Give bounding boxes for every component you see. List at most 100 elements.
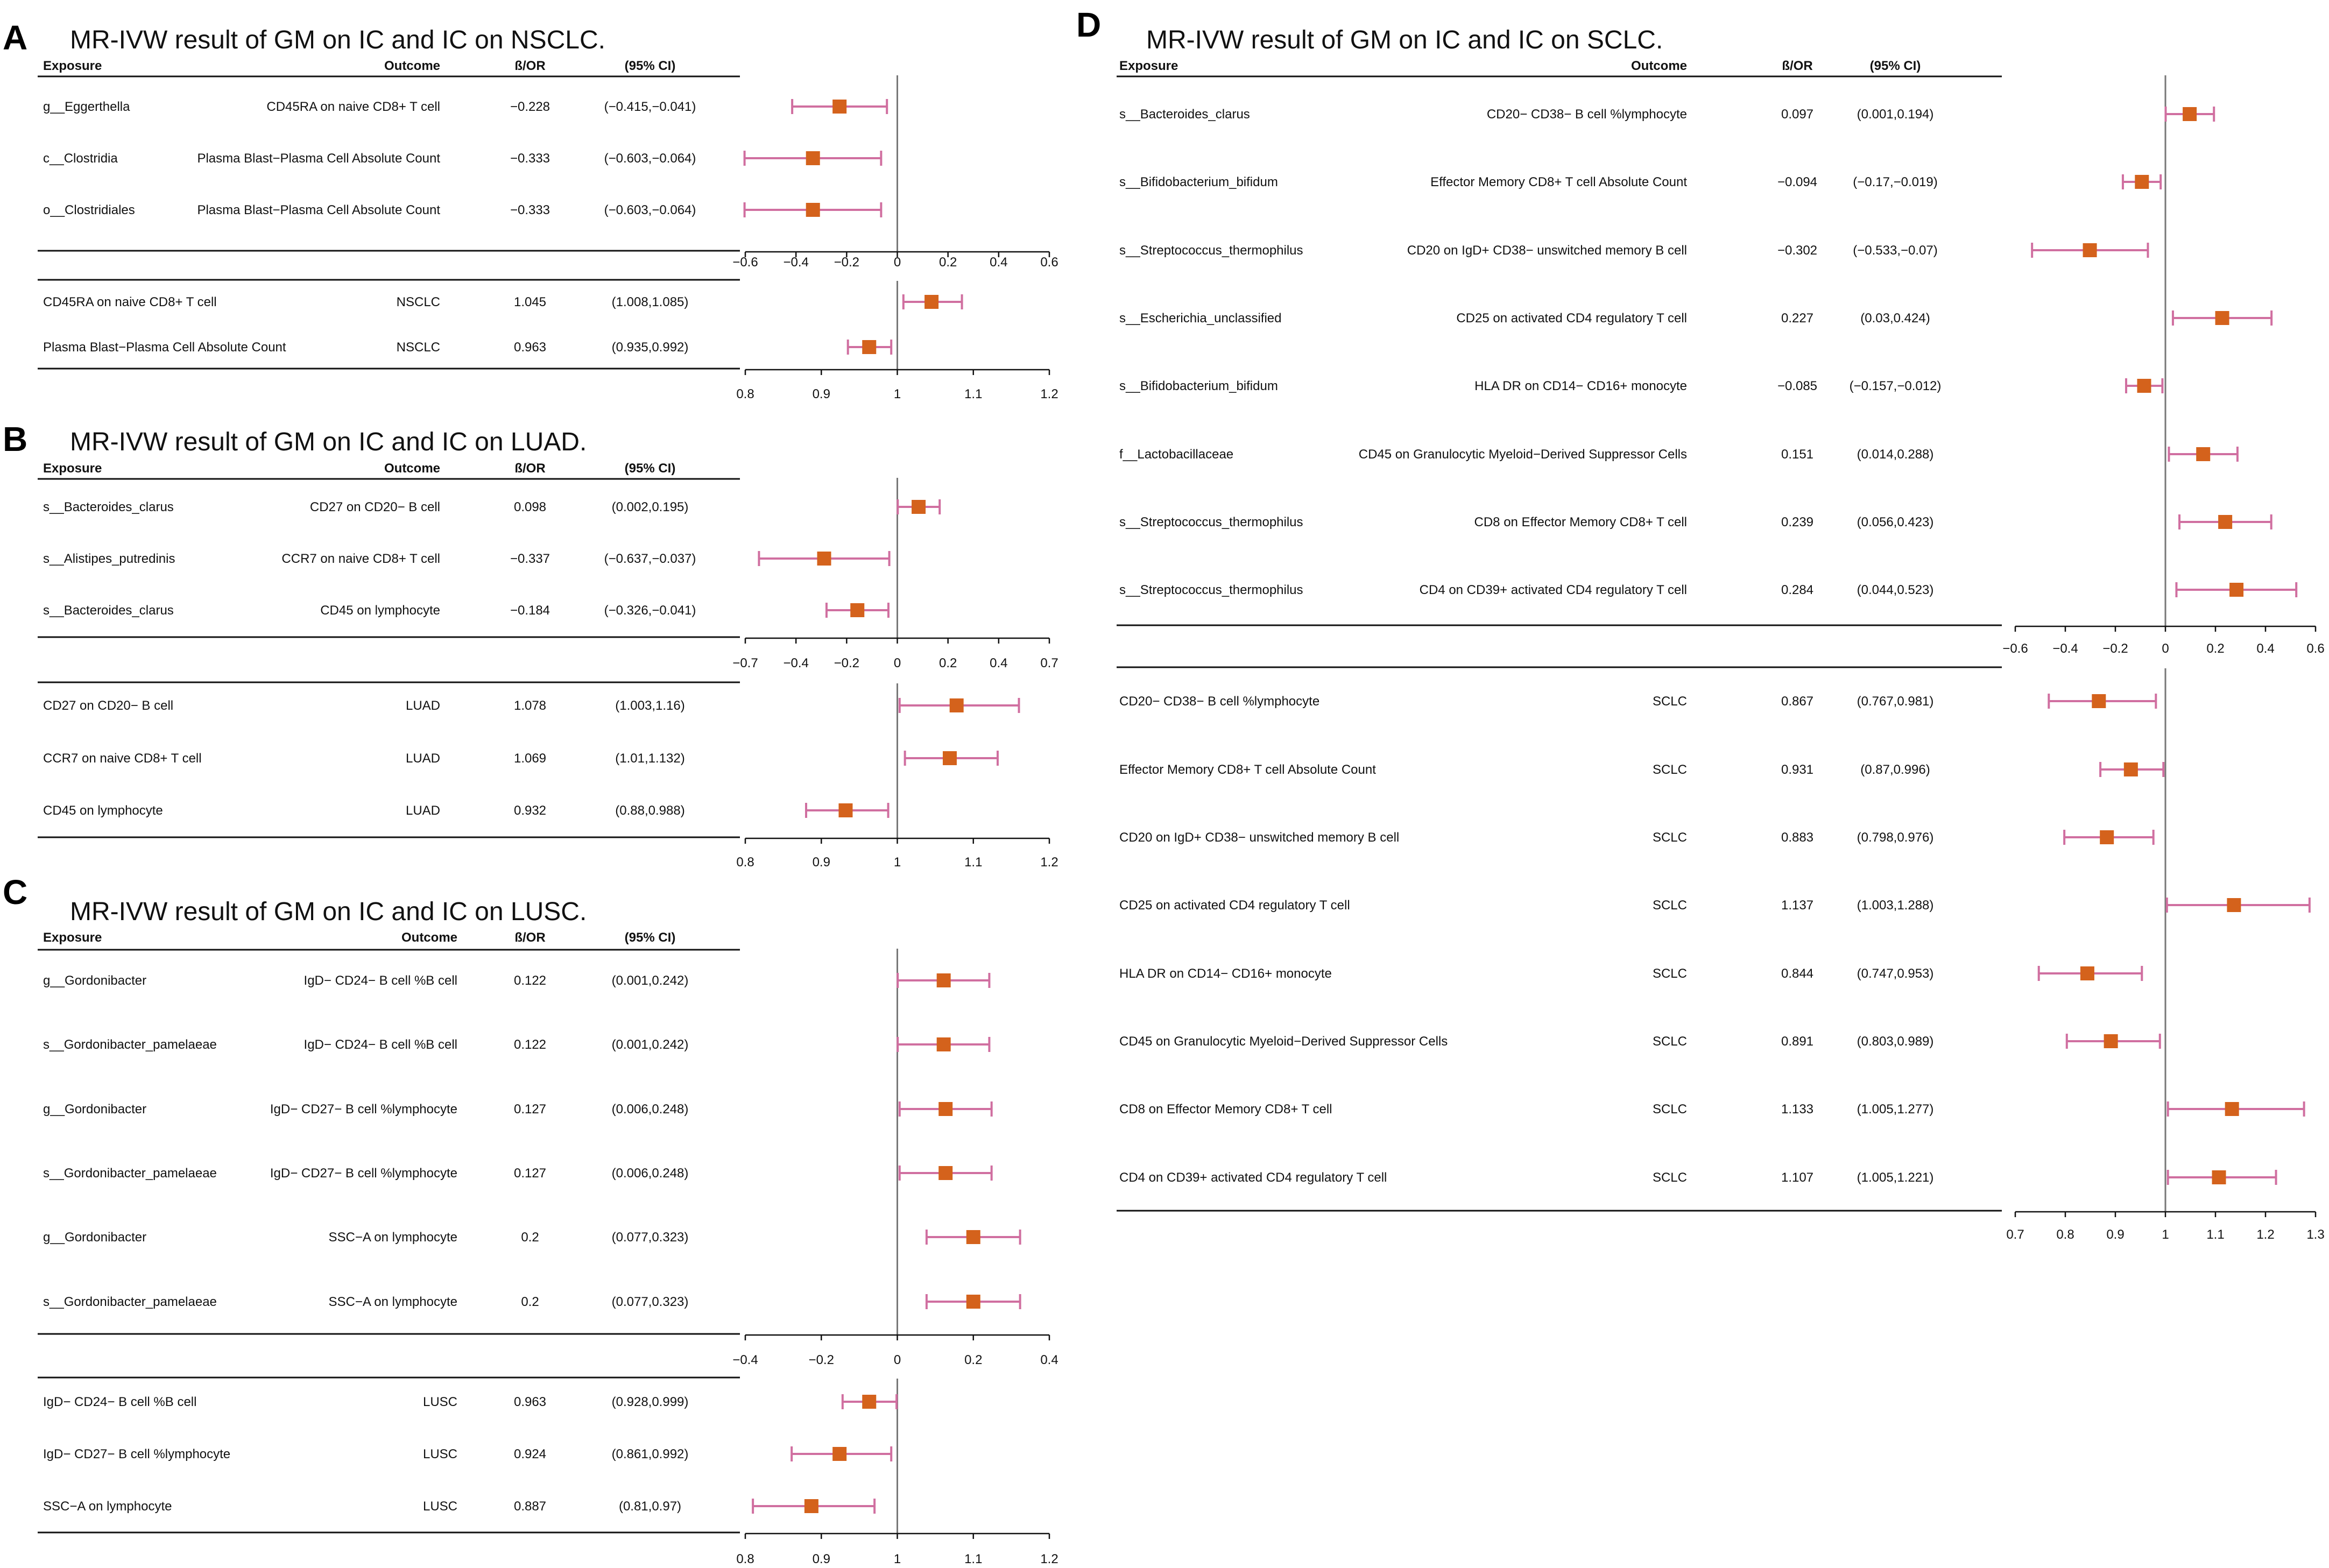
x-tick-label: 1 <box>894 387 901 401</box>
x-tick-label: 1.1 <box>964 387 982 401</box>
estimate-point <box>938 1102 953 1116</box>
estimate-cell: 0.963 <box>514 340 546 355</box>
ci-cell: (−0.415,−0.041) <box>604 100 696 114</box>
x-tick-label: 0.9 <box>813 1552 830 1566</box>
x-tick-label: 0.9 <box>813 855 830 870</box>
x-tick-label: 0.7 <box>2006 1227 2024 1242</box>
outcome-cell: SCLC <box>1653 1102 1687 1117</box>
outcome-cell: IgD− CD27− B cell %lymphocyte <box>270 1166 457 1181</box>
x-tick-label: 0 <box>894 1353 901 1367</box>
estimate-cell: 0.867 <box>1781 694 1813 709</box>
estimate-point <box>806 203 820 217</box>
estimate-point <box>832 1447 847 1461</box>
outcome-cell: SCLC <box>1653 1170 1687 1185</box>
x-tick-label: −0.6 <box>732 255 758 270</box>
x-tick-label: −0.2 <box>809 1353 834 1367</box>
outcome-cell: SCLC <box>1653 898 1687 913</box>
estimate-point <box>862 340 877 354</box>
x-tick-label: 0.2 <box>964 1353 982 1367</box>
outcome-cell: LUSC <box>423 1395 457 1409</box>
header-outcome: Outcome <box>401 930 457 945</box>
estimate-cell: −0.184 <box>510 603 550 618</box>
estimate-point <box>832 100 847 114</box>
ci-cell: (−0.603,−0.064) <box>604 151 696 166</box>
estimate-cell: 1.137 <box>1781 898 1813 913</box>
exposure-cell: CD25 on activated CD4 regulatory T cell <box>1119 898 1350 913</box>
ci-cell: (0.001,0.194) <box>1857 107 1934 122</box>
header-exposure: Exposure <box>1119 59 1178 73</box>
x-tick-label: 1.2 <box>2256 1227 2274 1242</box>
header-estimate: ß/OR <box>514 59 545 73</box>
estimate-point <box>2123 762 2138 776</box>
estimate-cell: −0.337 <box>510 552 550 566</box>
ci-cell: (−0.17,−0.019) <box>1853 175 1937 189</box>
x-tick-label: 0 <box>894 656 901 670</box>
estimate-point <box>2137 379 2151 393</box>
ci-cell: (0.798,0.976) <box>1857 830 1934 845</box>
ci-cell: (0.006,0.248) <box>612 1102 689 1117</box>
exposure-cell: CCR7 on naive CD8+ T cell <box>43 751 202 766</box>
estimate-cell: 0.151 <box>1781 447 1813 462</box>
estimate-cell: 0.127 <box>514 1166 546 1181</box>
ci-cell: (0.002,0.195) <box>612 500 689 514</box>
header-outcome: Outcome <box>384 461 440 476</box>
outcome-cell: NSCLC <box>397 340 440 355</box>
estimate-cell: 0.2 <box>521 1230 539 1245</box>
estimate-point <box>2218 515 2233 529</box>
x-tick-label: 0 <box>2162 641 2169 656</box>
estimate-point <box>2092 694 2106 708</box>
header-estimate: ß/OR <box>514 461 545 476</box>
outcome-cell: LUAD <box>406 751 440 766</box>
estimate-point <box>2229 583 2244 597</box>
x-tick-label: 0.8 <box>736 387 754 401</box>
exposure-cell: s__Gordonibacter_pamelaeae <box>43 1295 217 1309</box>
exposure-cell: CD8 on Effector Memory CD8+ T cell <box>1119 1102 1332 1117</box>
ci-cell: (−0.637,−0.037) <box>604 552 696 566</box>
estimate-cell: 0.227 <box>1781 311 1813 326</box>
estimate-point <box>2212 1170 2226 1184</box>
estimate-cell: −0.302 <box>1777 243 1817 258</box>
estimate-point <box>850 603 865 617</box>
exposure-cell: CD4 on CD39+ activated CD4 regulatory T … <box>1119 1170 1387 1185</box>
estimate-cell: 0.127 <box>514 1102 546 1117</box>
ci-cell: (−0.157,−0.012) <box>1850 379 1942 393</box>
estimate-cell: −0.085 <box>1777 379 1817 393</box>
outcome-cell: LUSC <box>423 1499 457 1514</box>
outcome-cell: Effector Memory CD8+ T cell Absolute Cou… <box>1430 175 1687 189</box>
header-ci: (95% CI) <box>625 461 676 476</box>
exposure-cell: s__Streptococcus_thermophilus <box>1119 583 1303 597</box>
ci-cell: (0.81,0.97) <box>619 1499 681 1514</box>
exposure-cell: o__Clostridiales <box>43 203 135 217</box>
estimate-point <box>2196 447 2211 461</box>
estimate-cell: 1.045 <box>514 295 546 309</box>
panel-title: MR-IVW result of GM on IC and IC on LUAD… <box>70 428 587 456</box>
x-tick-label: 0.4 <box>990 255 1007 270</box>
x-tick-label: 1.1 <box>964 855 982 870</box>
ci-cell: (0.03,0.424) <box>1860 311 1930 326</box>
exposure-cell: s__Streptococcus_thermophilus <box>1119 515 1303 529</box>
x-tick-label: 0.9 <box>2106 1227 2124 1242</box>
ci-cell: (0.861,0.992) <box>612 1447 689 1461</box>
estimate-point <box>806 151 820 165</box>
outcome-cell: SSC−A on lymphocyte <box>329 1230 457 1245</box>
ci-cell: (−0.533,−0.07) <box>1853 243 1937 258</box>
header-ci: (95% CI) <box>1870 59 1921 73</box>
ci-cell: (0.006,0.248) <box>612 1166 689 1181</box>
outcome-cell: CD8 on Effector Memory CD8+ T cell <box>1474 515 1687 529</box>
exposure-cell: IgD− CD27− B cell %lymphocyte <box>43 1447 230 1461</box>
estimate-cell: −0.094 <box>1777 175 1817 189</box>
estimate-cell: 1.133 <box>1781 1102 1813 1117</box>
estimate-point <box>2104 1034 2118 1048</box>
estimate-cell: 1.078 <box>514 698 546 713</box>
ci-cell: (0.803,0.989) <box>1857 1034 1934 1049</box>
estimate-cell: 0.239 <box>1781 515 1813 529</box>
estimate-point <box>966 1230 980 1244</box>
exposure-cell: c__Clostridia <box>43 151 118 166</box>
estimate-point <box>2083 243 2097 257</box>
panel-title: MR-IVW result of GM on IC and IC on SCLC… <box>1146 26 1663 54</box>
estimate-point <box>924 295 939 309</box>
x-tick-label: 0.4 <box>2256 641 2274 656</box>
x-tick-label: 0.9 <box>813 387 830 401</box>
header-exposure: Exposure <box>43 930 102 945</box>
outcome-cell: CD45 on Granulocytic Myeloid−Derived Sup… <box>1359 447 1687 462</box>
